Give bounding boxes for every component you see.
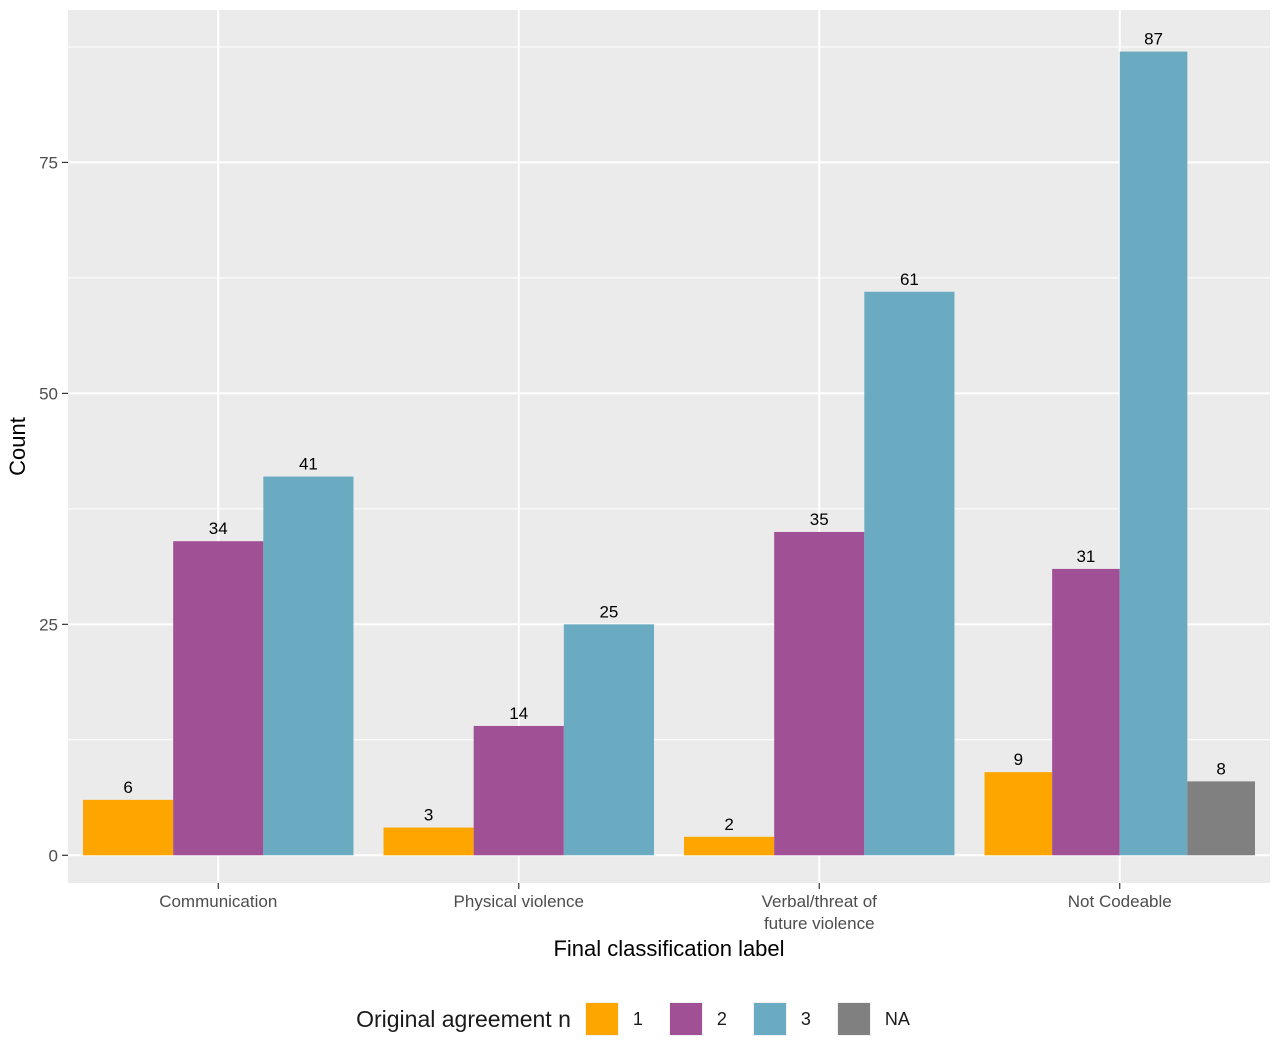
legend-title: Original agreement n [356,1005,571,1032]
y-tick-label: 25 [39,615,58,634]
bar-3-1 [263,476,354,856]
legend-item-na: NA [836,1002,910,1036]
data-label: 9 [1014,750,1023,769]
bar-2-2 [473,725,564,856]
bar-NA-4 [1187,781,1255,856]
legend: Original agreement n 1 2 3 NA [0,996,1280,1042]
bar-1-1 [83,799,174,856]
x-axis-title: Final classification label [553,936,784,961]
data-label: 31 [1076,547,1095,566]
bar-2-4 [1052,568,1120,856]
bar-3-2 [563,624,654,856]
bar-3-4 [1119,51,1188,856]
bar-3-3 [864,291,955,856]
data-label: 35 [810,510,829,529]
x-tick-label: Physical violence [454,892,584,911]
legend-label-2: 2 [716,1008,727,1029]
legend-item-1: 1 [584,1002,655,1036]
legend-swatch-1 [584,1002,619,1036]
x-tick-label: Not Codeable [1068,892,1172,911]
y-axis-title: Count [5,417,30,476]
y-tick-label: 75 [39,153,58,172]
legend-swatch-na [836,1002,871,1036]
legend-item-3: 3 [752,1002,823,1036]
y-tick-label: 0 [49,846,58,865]
data-label: 3 [424,806,433,825]
y-tick-label: 50 [39,384,58,403]
legend-swatch-2 [668,1002,703,1036]
legend-label-na: NA [884,1008,910,1029]
data-label: 2 [724,815,733,834]
data-label: 8 [1216,759,1225,778]
bar-2-3 [774,531,865,856]
data-label: 25 [599,602,618,621]
legend-item-2: 2 [668,1002,739,1036]
x-tick-label: Communication [159,892,277,911]
data-label: 61 [900,270,919,289]
bar-2-1 [173,541,264,856]
x-tick-label: Verbal/threat of future violence [762,892,878,933]
bar-1-2 [383,827,474,856]
data-label: 14 [509,704,528,723]
data-label: 41 [299,455,318,474]
data-label: 87 [1144,30,1163,49]
bar-1-3 [684,836,775,856]
legend-label-3: 3 [800,1008,811,1029]
data-label: 6 [123,778,132,797]
legend-swatch-3 [752,1002,787,1036]
data-label: 34 [209,519,228,538]
bar-1-4 [984,772,1053,856]
legend-label-1: 1 [632,1008,643,1029]
